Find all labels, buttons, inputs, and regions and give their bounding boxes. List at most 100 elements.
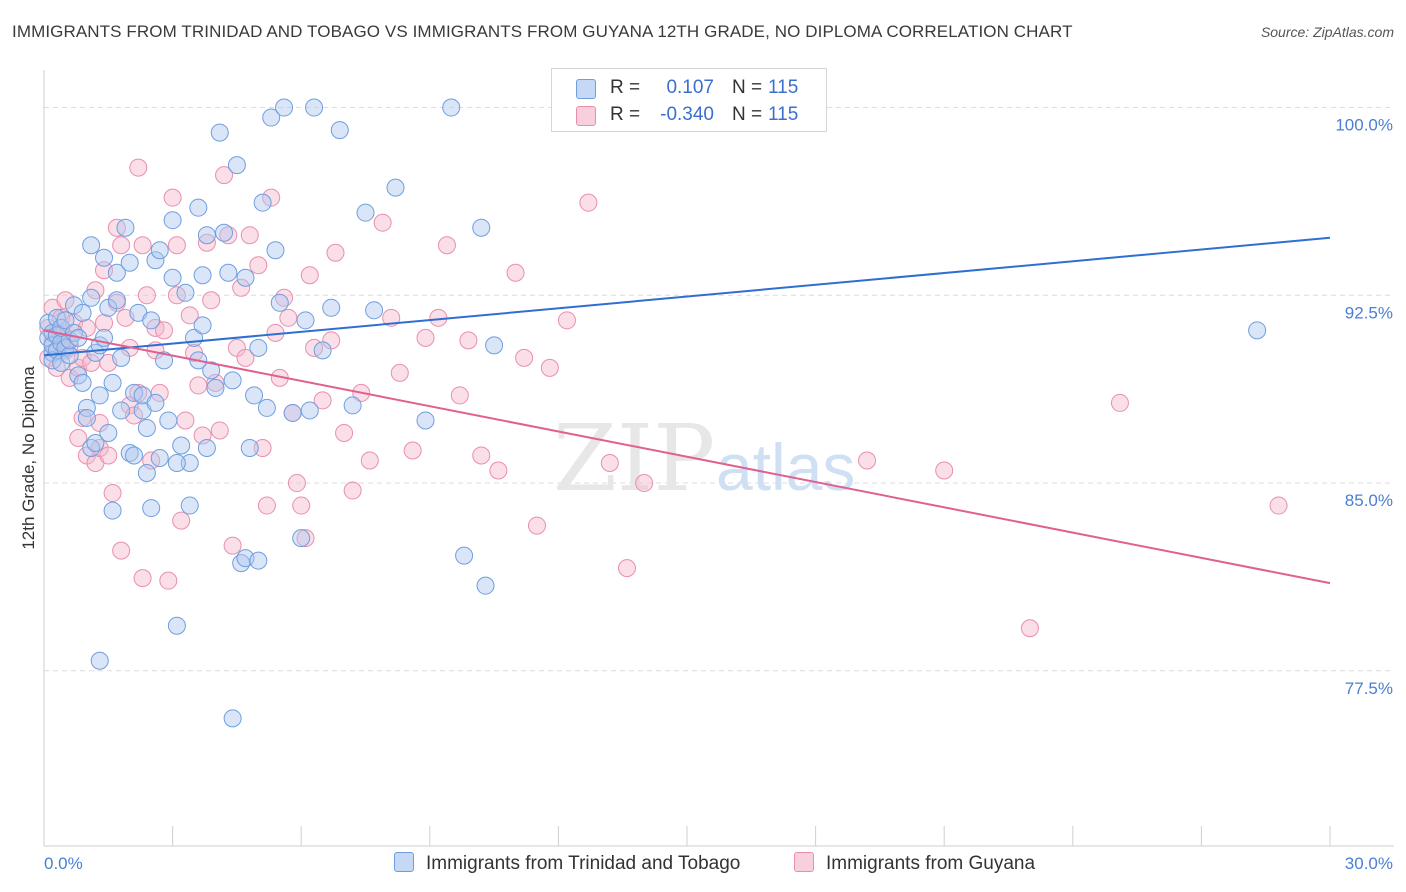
data-point-trinidad: [313, 341, 332, 360]
data-point-guyana: [155, 321, 174, 340]
axes: [43, 70, 1394, 847]
data-point-guyana: [137, 286, 156, 305]
data-point-guyana: [360, 451, 379, 470]
data-point-guyana: [459, 331, 478, 350]
data-point-trinidad: [275, 98, 294, 117]
data-point-guyana: [95, 313, 114, 332]
data-point-guyana: [326, 243, 345, 262]
data-point-guyana: [223, 536, 242, 555]
data-point-trinidad: [236, 268, 255, 287]
trend-line-trinidad: [43, 236, 1331, 357]
data-point-trinidad: [296, 311, 315, 330]
axis-labels: 77.5% 85.0% 92.5% 100.0% 0.0% 30.0% 12th Grade…: [19, 116, 1393, 873]
data-point-guyana: [232, 278, 251, 297]
data-point-guyana: [133, 236, 152, 255]
data-point-guyana: [189, 376, 208, 395]
data-point-guyana: [112, 236, 131, 255]
data-point-trinidad: [56, 311, 75, 330]
data-point-guyana: [129, 158, 148, 177]
y-tick-label: 100.0%: [1335, 116, 1393, 135]
data-point-guyana: [279, 308, 298, 327]
data-point-guyana: [103, 484, 122, 503]
y-axis-title: 12th Grade, No Diploma: [19, 366, 38, 550]
data-point-guyana: [1020, 619, 1039, 638]
y-tick-label: 77.5%: [1345, 679, 1393, 698]
data-point-guyana: [133, 569, 152, 588]
data-point-trinidad: [193, 266, 212, 285]
data-point-trinidad: [90, 651, 109, 670]
legend-n-value: 115: [768, 77, 799, 98]
legend-swatch-blue: [576, 79, 596, 99]
data-point-trinidad: [227, 156, 246, 175]
data-point-trinidad: [77, 408, 96, 427]
legend-swatch-blue: [394, 852, 414, 872]
data-point-trinidad: [142, 311, 161, 330]
legend-item-trinidad: Immigrants from Trinidad and Tobago: [394, 852, 740, 875]
x-tick-label: 30.0%: [1345, 854, 1393, 873]
data-point-trinidad: [150, 241, 169, 260]
data-point-guyana: [617, 559, 636, 578]
data-point-guyana: [515, 348, 534, 367]
data-point-trinidad: [99, 423, 118, 442]
data-point-trinidad: [176, 283, 195, 302]
data-point-guyana: [557, 311, 576, 330]
data-point-trinidad: [257, 398, 276, 417]
data-point-guyana: [300, 266, 319, 285]
data-point-trinidad: [137, 418, 156, 437]
data-point-guyana: [180, 306, 199, 325]
data-point-guyana: [343, 481, 362, 500]
data-point-guyana: [249, 256, 268, 275]
data-point-trinidad: [197, 226, 216, 245]
data-point-guyana: [313, 391, 332, 410]
data-point-guyana: [287, 474, 306, 493]
data-point-guyana: [99, 446, 118, 465]
data-point-guyana: [240, 226, 259, 245]
legend-label-guyana: Immigrants from Guyana: [826, 853, 1036, 874]
data-point-trinidad: [322, 298, 341, 317]
data-point-trinidad: [330, 121, 349, 140]
data-point-trinidad: [262, 108, 281, 127]
data-point-trinidad: [163, 211, 182, 230]
data-point-trinidad: [202, 361, 221, 380]
legend-row-guyana: R = -0.340 N = 115: [552, 102, 826, 128]
data-point-trinidad: [142, 499, 161, 518]
data-point-trinidad: [103, 373, 122, 392]
data-point-trinidad: [485, 336, 504, 355]
data-point-guyana: [540, 358, 559, 377]
data-point-guyana: [257, 496, 276, 515]
data-point-guyana: [437, 236, 456, 255]
data-point-guyana: [472, 446, 491, 465]
data-point-trinidad: [365, 301, 384, 320]
data-point-trinidad: [82, 288, 101, 307]
data-point-guyana: [112, 541, 131, 560]
data-point-guyana: [635, 474, 654, 493]
data-point-trinidad: [95, 248, 114, 267]
legend-r-label: R =: [610, 104, 641, 125]
data-point-trinidad: [223, 709, 242, 728]
data-point-trinidad: [455, 546, 474, 565]
data-point-trinidad: [472, 218, 491, 237]
watermark: ZIP atlas: [553, 405, 855, 512]
data-point-trinidad: [73, 373, 92, 392]
data-point-trinidad: [266, 241, 285, 260]
data-point-guyana: [1269, 496, 1288, 515]
data-point-guyana: [527, 516, 546, 535]
data-point-trinidad: [343, 396, 362, 415]
data-point-guyana: [159, 571, 178, 590]
chart-title: IMMIGRANTS FROM TRINIDAD AND TOBAGO VS I…: [12, 22, 1073, 41]
data-point-guyana: [236, 348, 255, 367]
legend-swatch-pink: [794, 852, 814, 872]
data-point-trinidad: [73, 303, 92, 322]
data-point-trinidad: [167, 616, 186, 635]
legend-r-label: R =: [610, 77, 641, 98]
data-point-guyana: [390, 363, 409, 382]
data-point-trinidad: [120, 253, 139, 272]
data-point-guyana: [197, 233, 216, 252]
legend-r-value: 0.107: [666, 77, 714, 98]
data-point-trinidad: [125, 446, 144, 465]
data-point-trinidad: [270, 293, 289, 312]
legend-n-value: 115: [768, 104, 799, 125]
data-point-guyana: [403, 441, 422, 460]
trend-lines: [43, 236, 1331, 585]
